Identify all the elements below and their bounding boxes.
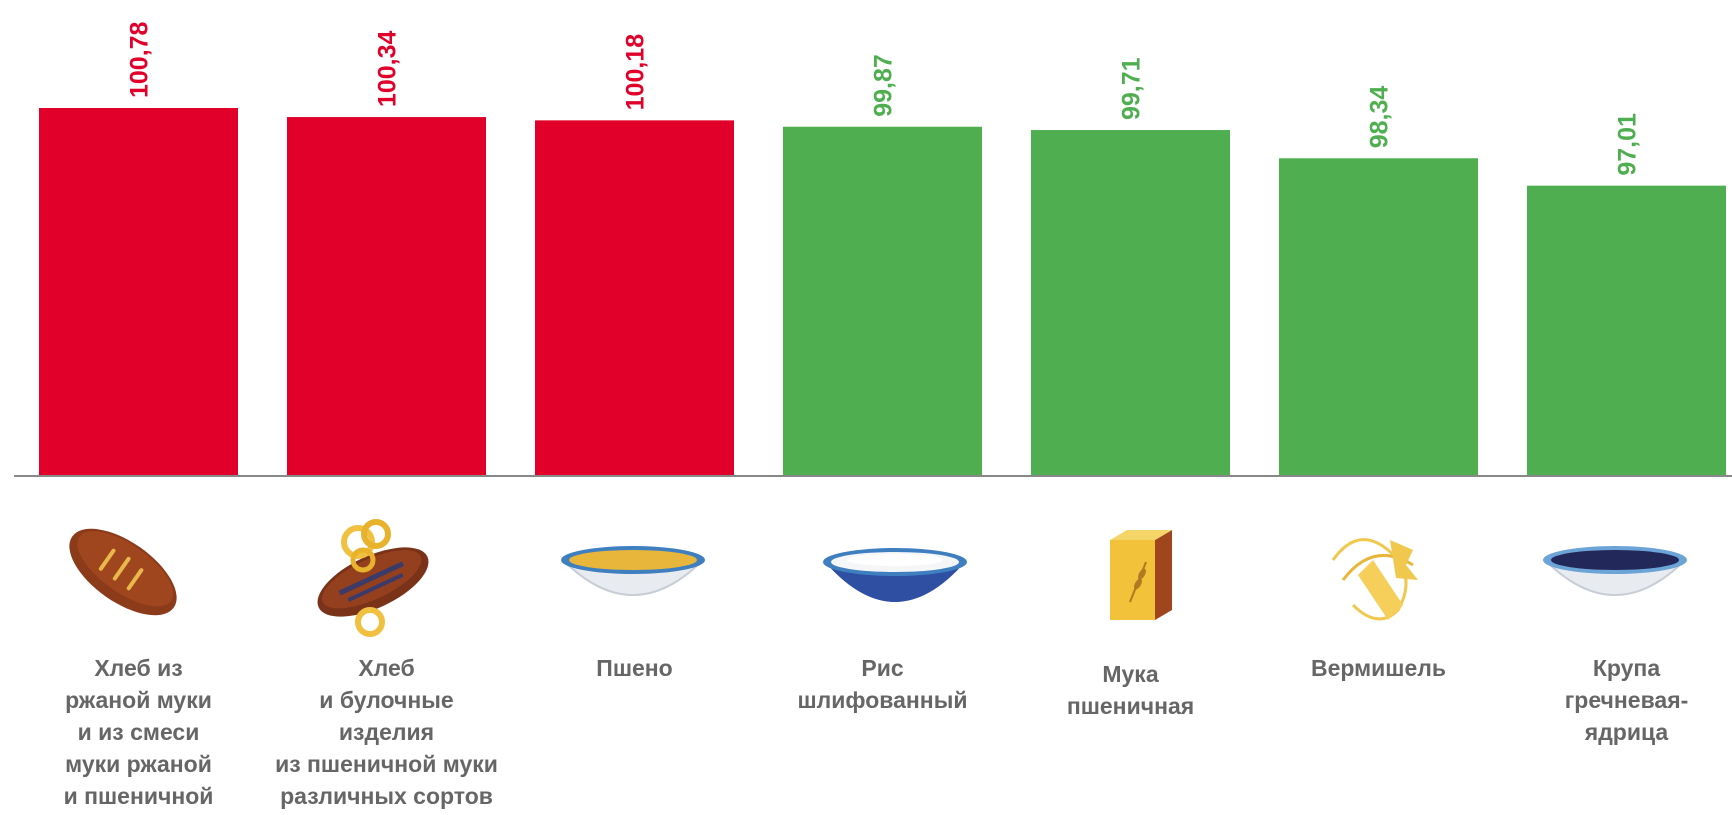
rice-bowl-icon [820, 542, 970, 617]
value-labels-group: 100,78 100,34 100,18 99,87 99,71 98,34 97,01 [126, 21, 1642, 175]
value-label: 97,01 [1614, 113, 1642, 176]
bar [535, 120, 734, 477]
buckwheat-bowl-icon [1540, 540, 1690, 615]
bar [1527, 185, 1726, 477]
flour-bag-icon [1100, 522, 1180, 627]
category-label: Пшено [596, 655, 673, 681]
rye-bread-icon [58, 522, 188, 627]
bar [287, 117, 486, 477]
category-label: Хлеб и булочные изделия из пшеничной мук… [275, 655, 498, 809]
bar [1279, 158, 1478, 477]
vermicelli-icon [1318, 520, 1438, 635]
millet-bowl-icon [558, 540, 708, 615]
bar [1031, 130, 1230, 477]
bar [783, 126, 982, 476]
value-label: 99,71 [1118, 57, 1146, 120]
value-label: 100,78 [126, 21, 154, 98]
category-label: Вермишель [1310, 655, 1446, 681]
bars-group [39, 108, 1726, 477]
value-label: 100,34 [374, 31, 402, 108]
value-label: 99,87 [870, 54, 898, 117]
category-label: Хлеб из ржаной муки и из смеси муки ржан… [63, 655, 214, 809]
wheat-bread-icon [308, 512, 438, 647]
bar [39, 108, 238, 476]
value-label: 100,18 [622, 34, 650, 111]
value-label: 98,34 [1366, 86, 1394, 149]
category-label: Мука пшеничная [1066, 661, 1195, 719]
category-label: Крупа гречневая- ядрица [1564, 655, 1689, 745]
category-label: Рис шлифованный [797, 655, 968, 713]
